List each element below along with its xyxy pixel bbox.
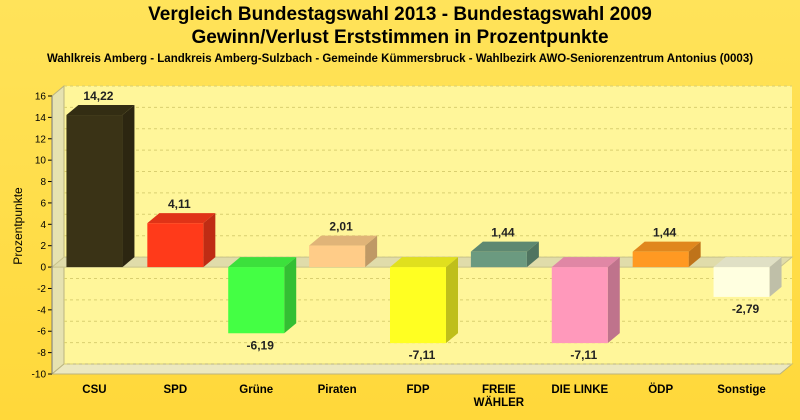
bar-top <box>147 213 216 224</box>
y-tick-label: 16 <box>35 92 47 103</box>
y-tick-label: -10 <box>32 370 47 381</box>
bar-side <box>446 257 458 344</box>
bar <box>632 251 689 268</box>
plot-left-wall <box>51 84 65 376</box>
bar <box>228 267 285 334</box>
y-tick-label: 12 <box>35 134 47 145</box>
bar <box>713 267 770 297</box>
category-label: CSU <box>82 384 106 396</box>
y-tick-label: -4 <box>37 305 46 316</box>
y-tick-label: -8 <box>37 348 46 359</box>
category-label: Sonstige <box>717 384 766 396</box>
bar-top <box>228 257 297 268</box>
bar-side <box>688 241 701 268</box>
data-label: 14,22 <box>83 89 113 103</box>
bar-side <box>526 241 539 268</box>
bar-top <box>713 257 782 268</box>
data-label: 1,44 <box>491 226 515 240</box>
y-tick-label: -6 <box>37 327 46 338</box>
chart-title: Vergleich Bundestagswahl 2013 - Bundesta… <box>148 4 652 25</box>
bar <box>470 251 527 268</box>
y-tick-label: -2 <box>37 284 46 295</box>
data-label: 1,44 <box>653 226 677 240</box>
data-label: -2,79 <box>732 302 760 316</box>
bar <box>66 115 123 268</box>
bar-side <box>284 257 297 334</box>
bar <box>309 245 366 268</box>
bar <box>147 223 204 268</box>
data-label: -6,19 <box>247 338 275 352</box>
bar-top <box>470 241 539 252</box>
bar <box>551 267 608 344</box>
bar-top <box>390 257 458 268</box>
y-tick-label: 8 <box>40 177 46 188</box>
bar-side <box>769 257 782 297</box>
y-tick-label: 2 <box>40 241 46 252</box>
bar-top <box>309 235 378 246</box>
y-tick-label: 6 <box>40 198 46 209</box>
bar <box>390 267 446 344</box>
category-label: DIE LINKE <box>551 384 608 396</box>
bar-top <box>632 241 701 252</box>
category-label: Piraten <box>318 384 357 396</box>
bar-side <box>122 105 135 268</box>
data-label: -7,11 <box>409 348 436 362</box>
y-tick-label: 4 <box>40 220 46 231</box>
bar-side <box>203 213 216 268</box>
bar-side <box>365 235 378 268</box>
data-label: -7,11 <box>570 348 597 362</box>
category-label: Grüne <box>239 384 273 396</box>
category-label: SPD <box>164 384 188 396</box>
bar-top <box>66 105 135 116</box>
plot-floor <box>50 363 794 375</box>
category-label: FDP <box>407 384 430 396</box>
y-tick-label: 10 <box>35 156 47 167</box>
data-label: 4,11 <box>168 197 191 211</box>
y-axis-label: Prozentpunkte <box>11 187 25 265</box>
bar-top <box>551 257 620 268</box>
category-label: ÖDP <box>648 383 673 396</box>
bar-side <box>607 257 620 344</box>
data-label: 2,01 <box>329 220 353 234</box>
category-label: FREIE <box>482 384 516 396</box>
y-tick-label: 14 <box>35 113 47 124</box>
y-tick-label: 0 <box>40 263 46 274</box>
chart-subtitle: Gewinn/Verlust Erststimmen in Prozentpun… <box>191 27 609 48</box>
chart-caption: Wahlkreis Amberg - Landkreis Amberg-Sulz… <box>46 53 754 65</box>
category-label: WÄHLER <box>474 396 525 409</box>
